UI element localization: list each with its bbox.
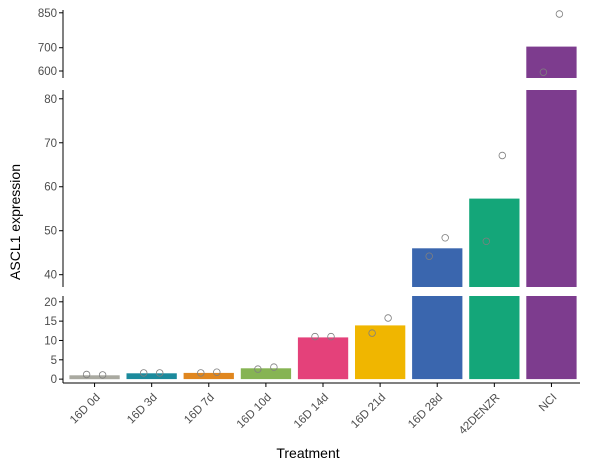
x-tick-label: NCI	[537, 392, 559, 414]
y-tick-label: 70	[44, 138, 57, 150]
data-point	[482, 237, 490, 245]
y-tick-label: 20	[44, 297, 57, 309]
x-tick-label: 16D 21d	[349, 392, 388, 431]
x-tick-label: 16D 3d	[125, 392, 160, 427]
bar-16d-28d-panel-0	[412, 296, 463, 380]
y-tick-label: 40	[44, 270, 57, 282]
y-tick-label: 850	[38, 8, 57, 20]
y-tick-label: 700	[38, 43, 57, 55]
bar-16d-0d-panel-0	[69, 375, 120, 380]
y-tick-label: 80	[44, 94, 57, 106]
y-tick-label: 15	[44, 316, 57, 328]
data-point	[155, 369, 164, 377]
bar-16d-21d-panel-0	[355, 325, 406, 380]
data-point	[498, 151, 506, 160]
bar-16d-7d-panel-0	[183, 372, 234, 380]
x-tick-label: 16D 14d	[292, 392, 331, 431]
bar-nci-panel-1	[526, 90, 577, 287]
x-tick-label: 16D 10d	[235, 392, 274, 431]
bar-16d-3d-panel-0	[126, 373, 177, 380]
y-tick-label: 5	[51, 355, 57, 367]
x-tick-label: 16D 28d	[406, 392, 445, 431]
data-point	[98, 371, 107, 379]
data-point	[213, 368, 221, 376]
data-point	[539, 68, 548, 76]
y-tick-label: 10	[44, 335, 57, 347]
y-axis-title: ASCL1 expression	[7, 164, 23, 280]
data-point	[368, 329, 376, 337]
x-tick-label: 16D 0d	[68, 392, 103, 427]
data-point	[555, 10, 564, 18]
data-point	[82, 370, 91, 379]
bar-nci-panel-2	[526, 46, 577, 78]
data-point	[197, 369, 205, 377]
x-axis-title: Treatment	[276, 445, 339, 461]
data-point	[270, 363, 278, 371]
x-tick-label: 42DENZR	[457, 392, 503, 438]
bars-layer	[69, 46, 577, 380]
bar-42denzr-panel-1	[469, 198, 520, 287]
y-tick-label: 600	[38, 66, 57, 78]
data-point	[139, 369, 148, 377]
bar-16d-14d-panel-0	[297, 337, 349, 380]
y-tick-label: 0	[51, 374, 57, 386]
data-point	[327, 332, 335, 341]
bar-42denzr-panel-0	[469, 296, 520, 380]
data-point	[441, 234, 449, 242]
y-tick-label: 60	[44, 182, 57, 194]
y-tick-label: 50	[44, 226, 57, 238]
data-point	[254, 365, 262, 373]
bar-nci-panel-0	[526, 296, 577, 380]
x-tick-label: 16D 7d	[182, 392, 217, 427]
bar-16d-10d-panel-0	[240, 368, 292, 380]
data-point	[311, 332, 319, 341]
bar-16d-28d-panel-1	[412, 248, 463, 287]
data-point	[425, 252, 433, 260]
data-point	[384, 314, 392, 322]
points-layer	[82, 10, 564, 379]
